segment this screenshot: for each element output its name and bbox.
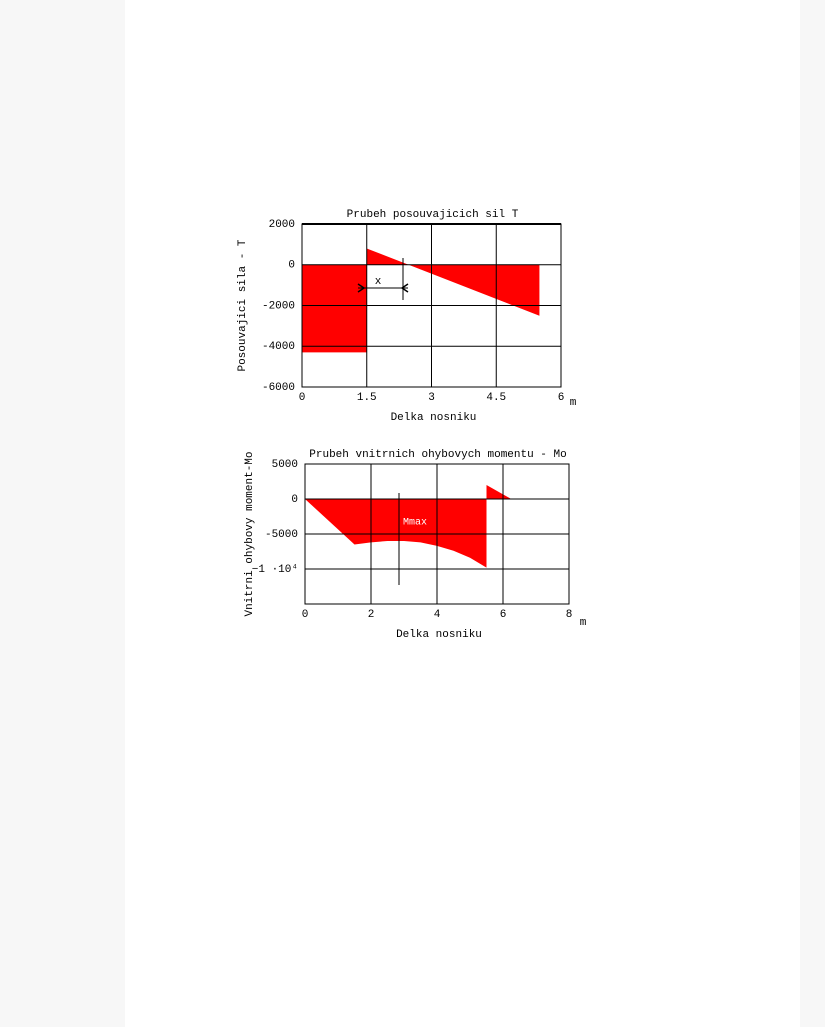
annotation: x	[375, 276, 382, 288]
chart-title: Prubeh vnitrnich ohybovych momentu - Mo	[309, 449, 566, 461]
annotation-arrow	[357, 283, 409, 293]
x-tick-label: 3	[428, 392, 435, 404]
x-tick-label: 8	[566, 609, 573, 621]
y-axis-label: Vnitrni ohybovy moment-Mo	[244, 451, 256, 616]
x-unit: m	[580, 617, 587, 629]
x-tick-label: 4.5	[486, 392, 506, 404]
x-axis-label: Delka nosniku	[391, 412, 477, 424]
y-tick-label: 5000	[272, 459, 298, 471]
y-tick-label: 0	[288, 260, 295, 272]
chart-title: Prubeh posouvajicich sil T	[347, 209, 519, 221]
x-tick-label: 6	[558, 392, 565, 404]
x-unit: m	[570, 397, 577, 409]
y-tick-label: -6000	[262, 382, 295, 394]
y-tick-label: −1 ·10⁴	[252, 564, 298, 576]
y-tick-label: -5000	[265, 529, 298, 541]
y-tick-label: -2000	[262, 300, 295, 312]
x-tick-label: 0	[302, 609, 309, 621]
y-tick-label: -4000	[262, 341, 295, 353]
y-tick-label: 0	[291, 494, 298, 506]
area	[305, 485, 512, 568]
y-tick-label: 2000	[269, 219, 295, 231]
x-tick-label: 1.5	[357, 392, 377, 404]
x-tick-label: 0	[299, 392, 306, 404]
x-axis-label: Delka nosniku	[396, 629, 482, 641]
annotation: Mmax	[403, 518, 427, 529]
x-tick-label: 4	[434, 609, 441, 621]
x-tick-label: 2	[368, 609, 375, 621]
area	[302, 248, 540, 353]
y-axis-label: Posouvajici sila - T	[237, 239, 249, 371]
x-tick-label: 6	[500, 609, 507, 621]
